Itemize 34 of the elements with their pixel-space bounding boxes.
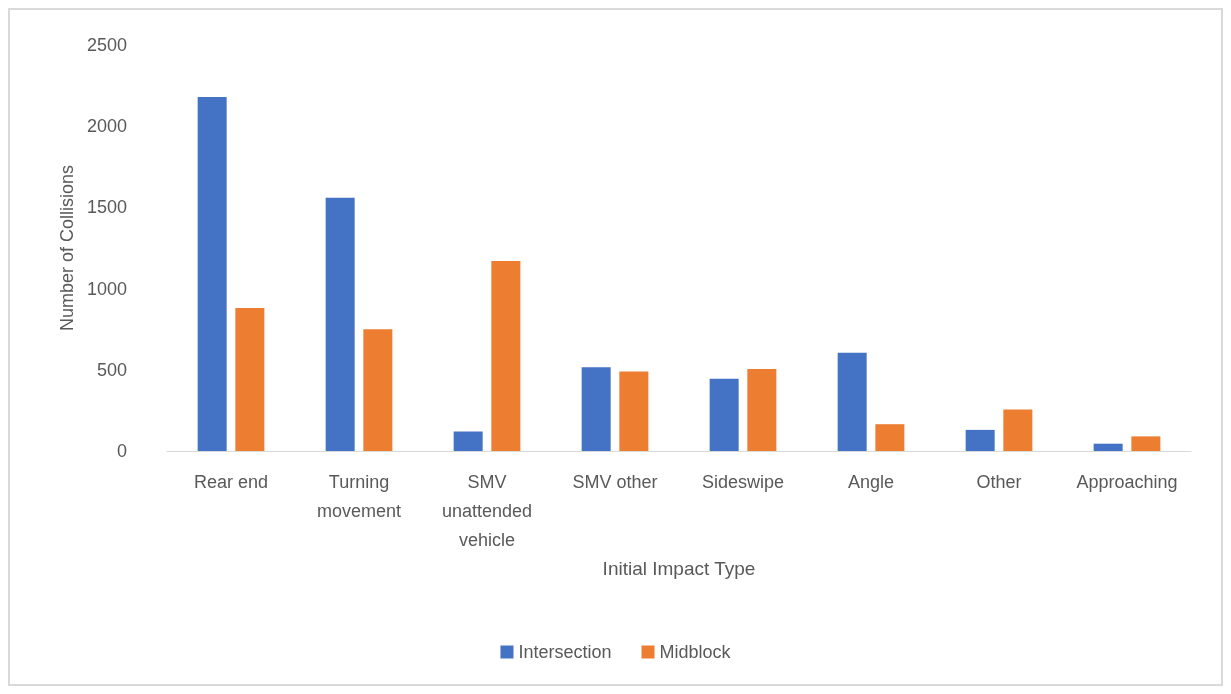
x-tick-label: SMV other xyxy=(572,471,658,492)
x-tick-label: Approaching xyxy=(1076,471,1178,492)
bar xyxy=(581,367,611,451)
y-axis-title: Number of Collisions xyxy=(57,164,78,332)
y-tick-label: 2500 xyxy=(86,35,127,55)
y-tick-label: 1500 xyxy=(86,197,127,218)
bar xyxy=(325,197,355,451)
x-tick-label: SMV unattended vehicle xyxy=(441,471,533,550)
bar xyxy=(965,429,995,451)
x-axis-title: Initial Impact Type xyxy=(602,557,756,579)
bar xyxy=(197,96,227,451)
x-tick-label: Turning movement xyxy=(316,471,402,521)
bar xyxy=(875,424,905,451)
bar xyxy=(1093,443,1123,451)
bar xyxy=(491,260,521,451)
bar xyxy=(235,308,265,451)
y-tick-label: 2000 xyxy=(86,116,127,137)
bar xyxy=(747,368,777,451)
x-tick-label: Sideswipe xyxy=(701,471,785,492)
y-tick-label: 500 xyxy=(96,359,127,380)
bar xyxy=(837,352,867,451)
y-tick-label: 1000 xyxy=(86,278,127,299)
legend-label: Midblock xyxy=(659,642,732,662)
bar xyxy=(1131,436,1161,451)
bar xyxy=(619,371,649,451)
bar xyxy=(1003,409,1033,451)
bar xyxy=(363,329,393,451)
y-tick-label: 0 xyxy=(116,441,127,461)
x-tick-label: Rear end xyxy=(193,471,269,492)
x-tick-label: Angle xyxy=(847,471,895,492)
legend-label: Intersection xyxy=(518,642,612,662)
bar xyxy=(709,378,739,451)
bar xyxy=(453,431,483,451)
x-tick-label: Other xyxy=(976,471,1022,492)
